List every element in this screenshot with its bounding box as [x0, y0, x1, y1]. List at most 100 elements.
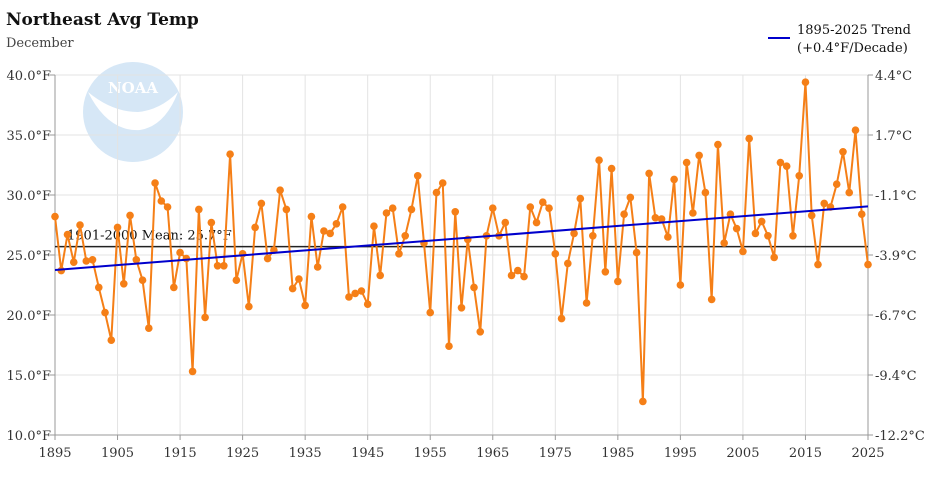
data-point[interactable] — [282, 205, 291, 214]
data-point[interactable] — [101, 308, 109, 317]
data-point[interactable] — [513, 266, 522, 275]
data-point[interactable] — [113, 223, 122, 232]
data-point[interactable] — [401, 232, 410, 240]
data-point[interactable] — [251, 223, 259, 232]
data-point[interactable] — [576, 194, 585, 203]
data-point[interactable] — [245, 302, 253, 311]
data-point[interactable] — [351, 289, 359, 298]
data-point[interactable] — [88, 255, 97, 264]
data-point[interactable] — [501, 218, 510, 227]
data-point[interactable] — [363, 300, 372, 309]
data-point[interactable] — [157, 197, 166, 205]
data-point[interactable] — [445, 342, 453, 351]
data-point[interactable] — [645, 169, 653, 178]
data-point[interactable] — [807, 211, 816, 220]
data-point[interactable] — [676, 281, 685, 289]
data-point[interactable] — [614, 277, 622, 286]
data-point[interactable] — [126, 211, 134, 220]
data-point[interactable] — [564, 259, 572, 268]
data-point[interactable] — [176, 248, 184, 257]
data-point[interactable] — [338, 203, 347, 211]
data-point[interactable] — [814, 260, 822, 269]
data-point[interactable] — [151, 179, 159, 187]
data-point[interactable] — [695, 151, 703, 160]
data-point[interactable] — [457, 304, 466, 312]
data-point[interactable] — [745, 134, 753, 143]
data-point[interactable] — [632, 248, 641, 257]
data-point[interactable] — [532, 218, 541, 227]
data-point[interactable] — [845, 188, 854, 197]
data-point[interactable] — [739, 247, 747, 256]
data-point[interactable] — [776, 158, 785, 167]
data-point[interactable] — [226, 150, 234, 158]
data-point[interactable] — [607, 164, 616, 173]
data-point[interactable] — [301, 301, 309, 310]
data-point[interactable] — [470, 283, 478, 292]
data-point[interactable] — [413, 172, 422, 180]
data-point[interactable] — [76, 221, 84, 229]
data-point[interactable] — [601, 268, 610, 276]
data-point[interactable] — [63, 230, 72, 239]
data-point[interactable] — [382, 209, 391, 217]
data-point[interactable] — [326, 229, 334, 238]
data-point[interactable] — [832, 180, 841, 188]
data-point[interactable] — [357, 287, 366, 295]
data-point[interactable] — [707, 295, 716, 304]
data-point[interactable] — [664, 233, 672, 241]
data-point[interactable] — [570, 229, 578, 238]
data-point[interactable] — [764, 232, 772, 240]
data-point[interactable] — [801, 78, 810, 86]
data-point[interactable] — [670, 175, 678, 184]
data-point[interactable] — [263, 254, 272, 263]
data-point[interactable] — [438, 179, 447, 187]
data-point[interactable] — [407, 205, 416, 214]
data-point[interactable] — [376, 271, 385, 280]
data-point[interactable] — [520, 272, 528, 281]
data-point[interactable] — [488, 204, 497, 212]
data-point[interactable] — [651, 214, 660, 222]
data-point[interactable] — [170, 283, 178, 292]
data-point[interactable] — [138, 276, 147, 285]
data-point[interactable] — [757, 217, 766, 226]
data-point[interactable] — [851, 126, 860, 134]
data-point[interactable] — [313, 263, 322, 271]
data-point[interactable] — [820, 199, 829, 208]
data-point[interactable] — [582, 299, 591, 307]
data-point[interactable] — [432, 188, 441, 197]
data-point[interactable] — [507, 271, 516, 280]
data-point[interactable] — [320, 227, 328, 235]
data-point[interactable] — [276, 186, 284, 194]
data-point[interactable] — [370, 222, 378, 230]
data-point[interactable] — [689, 209, 697, 217]
data-point[interactable] — [789, 232, 797, 240]
data-point[interactable] — [626, 193, 635, 202]
data-point[interactable] — [557, 314, 566, 323]
data-point[interactable] — [857, 210, 866, 218]
data-point[interactable] — [94, 283, 103, 292]
data-point[interactable] — [132, 255, 141, 264]
data-point[interactable] — [751, 229, 760, 238]
data-point[interactable] — [682, 158, 691, 167]
data-point[interactable] — [864, 260, 872, 269]
data-point[interactable] — [657, 215, 666, 223]
data-point[interactable] — [163, 203, 172, 211]
data-point[interactable] — [551, 250, 560, 258]
data-point[interactable] — [388, 204, 397, 212]
data-point[interactable] — [539, 198, 547, 206]
data-point[interactable] — [426, 308, 435, 317]
data-point[interactable] — [770, 253, 778, 262]
data-point[interactable] — [119, 280, 128, 288]
data-point[interactable] — [476, 328, 485, 336]
data-point[interactable] — [589, 232, 597, 240]
data-point[interactable] — [639, 397, 647, 406]
data-point[interactable] — [69, 258, 78, 267]
data-point[interactable] — [82, 257, 91, 265]
data-point[interactable] — [332, 220, 341, 228]
data-point[interactable] — [288, 284, 297, 293]
data-point[interactable] — [451, 208, 460, 216]
data-point[interactable] — [188, 367, 197, 376]
data-point[interactable] — [720, 239, 728, 247]
data-point[interactable] — [51, 212, 59, 221]
data-point[interactable] — [839, 148, 847, 156]
data-point[interactable] — [307, 212, 316, 221]
